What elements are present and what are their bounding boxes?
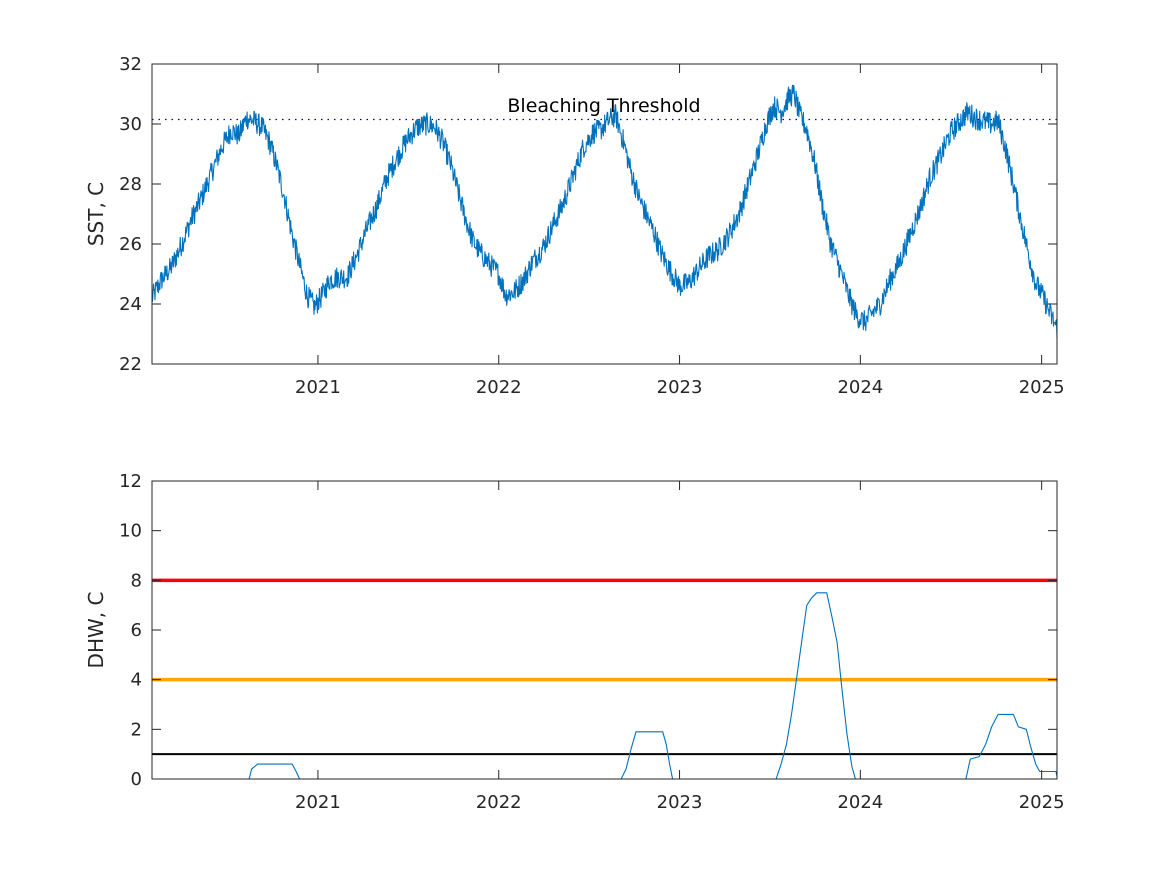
y-tick-label: 4 <box>131 670 142 691</box>
sst-panel: Bleaching Threshold 2021 2022 2023 2024 2025… <box>84 54 1065 398</box>
dhw-reference-lines <box>152 578 1057 756</box>
y-tick-label: 8 <box>131 570 142 591</box>
x-tick-label: 2022 <box>476 377 522 398</box>
y-tick-label: 24 <box>119 294 142 315</box>
dhw-y-axis-label: DHW, C <box>84 592 108 669</box>
y-tick-label: 2 <box>131 719 142 740</box>
dhw-ticks: 2021 2022 2023 2024 2025 0 2 4 6 8 10 12 <box>119 471 1064 813</box>
x-tick-label: 2021 <box>295 792 341 813</box>
sst-ticks: 2021 2022 2023 2024 2025 22 24 26 28 30 32 <box>119 54 1064 398</box>
sst-series <box>151 84 1058 339</box>
y-tick-label: 12 <box>119 471 142 492</box>
y-tick-label: 0 <box>131 769 142 790</box>
y-tick-label: 22 <box>119 354 142 375</box>
y-tick-label: 26 <box>119 234 142 255</box>
x-tick-label: 2024 <box>837 792 883 813</box>
sst-plot-area <box>152 64 1057 364</box>
x-tick-label: 2021 <box>295 377 341 398</box>
y-tick-label: 10 <box>119 521 142 542</box>
y-tick-label: 30 <box>119 114 142 135</box>
sst-y-axis-label: SST, C <box>84 182 108 246</box>
x-tick-label: 2025 <box>1019 792 1065 813</box>
x-tick-label: 2024 <box>837 377 883 398</box>
y-tick-label: 32 <box>119 54 142 75</box>
dhw-plot-area <box>152 481 1057 779</box>
x-tick-label: 2023 <box>657 792 703 813</box>
bleaching-threshold-label: Bleaching Threshold <box>507 95 700 117</box>
y-tick-label: 28 <box>119 174 142 195</box>
x-tick-label: 2023 <box>657 377 703 398</box>
y-tick-label: 6 <box>131 620 142 641</box>
dhw-panel: 2021 2022 2023 2024 2025 0 2 4 6 8 10 12 DHW, C <box>84 471 1065 813</box>
sst-line <box>151 84 1058 339</box>
sst-axes-box <box>151 63 1058 365</box>
x-tick-label: 2025 <box>1019 377 1065 398</box>
x-tick-label: 2022 <box>476 792 522 813</box>
